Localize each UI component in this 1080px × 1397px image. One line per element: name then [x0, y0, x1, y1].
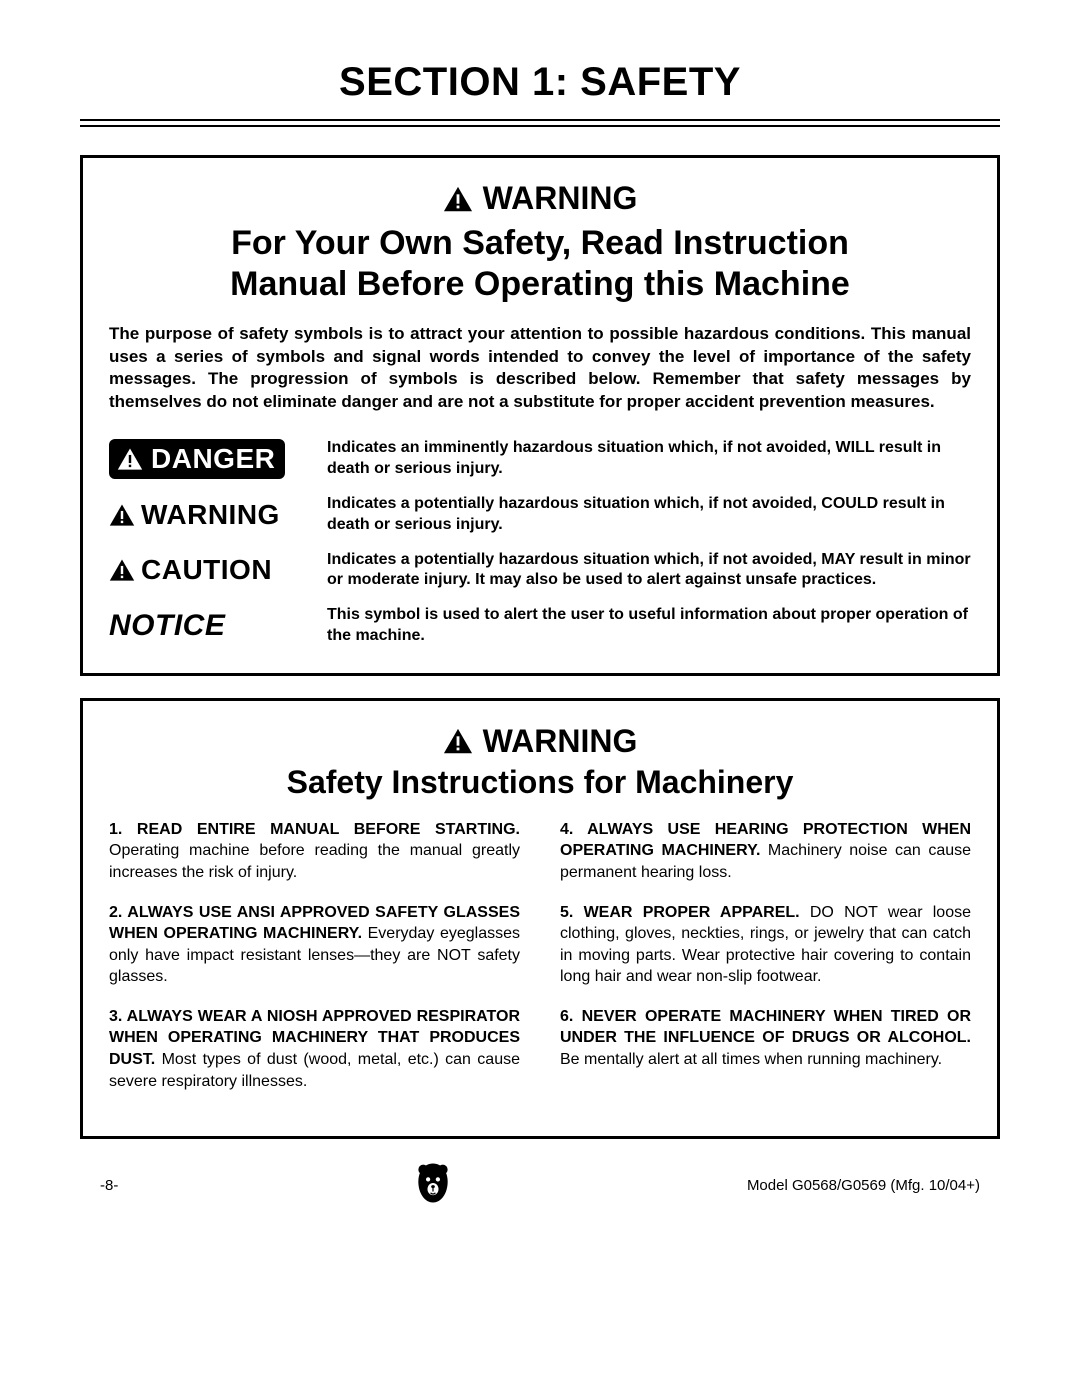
warning-text: WARNING [141, 499, 280, 531]
box1-subhead: For Your Own Safety, Read Instruction Ma… [109, 223, 971, 305]
alert-triangle-icon [443, 726, 473, 756]
danger-label-cell: DANGER [109, 439, 309, 479]
symbol-row-caution: CAUTION Indicates a potentially hazardou… [109, 550, 971, 592]
alert-triangle-icon [443, 184, 473, 214]
notice-text: NOTICE [109, 609, 225, 643]
model-footer: Model G0568/G0569 (Mfg. 10/04+) [747, 1177, 980, 1194]
instruction-item: 5. WEAR PROPER APPAREL. DO NOT wear loos… [560, 902, 971, 988]
instruction-lead: 6. NEVER OPERATE MACHINERY WHEN TIRED OR… [560, 1008, 971, 1047]
caution-inline-label: CAUTION [109, 554, 272, 586]
intro-paragraph: The purpose of safety symbols is to attr… [109, 323, 971, 415]
warning-desc: Indicates a potentially hazardous situat… [327, 494, 971, 536]
section-title: SECTION 1: SAFETY [80, 60, 1000, 105]
instruction-body: Most types of dust (wood, metal, etc.) c… [109, 1051, 520, 1090]
instruction-item: 6. NEVER OPERATE MACHINERY WHEN TIRED OR… [560, 1006, 971, 1071]
instruction-body: Operating machine before reading the man… [109, 842, 520, 881]
page-number: -8- [100, 1177, 118, 1194]
safety-intro-box: WARNING For Your Own Safety, Read Instru… [80, 155, 1000, 676]
alert-triangle-icon [109, 557, 135, 583]
alert-triangle-icon [117, 446, 143, 472]
footer-logo [413, 1161, 453, 1209]
caution-desc: Indicates a potentially hazardous situat… [327, 550, 971, 592]
page-footer: -8- Model G0568/G0569 (Mfg. 10/04+) [80, 1161, 1000, 1209]
danger-text: DANGER [151, 443, 275, 475]
warning-label-2: WARNING [483, 723, 638, 760]
subhead-line1: For Your Own Safety, Read Instruction [231, 224, 849, 262]
box2-subhead: Safety Instructions for Machinery [109, 764, 971, 801]
left-column: 1. READ ENTIRE MANUAL BEFORE STARTING. O… [109, 819, 520, 1111]
notice-label-cell: NOTICE [109, 609, 309, 643]
warning-label: WARNING [483, 180, 638, 217]
symbol-row-warning: WARNING Indicates a potentially hazardou… [109, 494, 971, 536]
symbol-row-danger: DANGER Indicates an imminently hazardous… [109, 438, 971, 480]
subhead-line2: Manual Before Operating this Machine [230, 265, 850, 303]
instruction-item: 4. ALWAYS USE HEARING PROTECTION WHEN OP… [560, 819, 971, 884]
warning-label-cell: WARNING [109, 499, 309, 531]
title-divider [80, 119, 1000, 127]
caution-label-cell: CAUTION [109, 554, 309, 586]
safety-instructions-box: WARNING Safety Instructions for Machiner… [80, 698, 1000, 1140]
instruction-lead: 5. WEAR PROPER APPAREL. [560, 904, 800, 921]
notice-desc: This symbol is used to alert the user to… [327, 605, 971, 647]
warning-header-2: WARNING [109, 723, 971, 760]
warning-inline-label: WARNING [109, 499, 280, 531]
warning-header: WARNING [109, 180, 971, 217]
symbol-row-notice: NOTICE This symbol is used to alert the … [109, 605, 971, 647]
instruction-body: Be mentally alert at all times when runn… [560, 1051, 942, 1068]
instruction-item: 2. ALWAYS USE ANSI APPROVED SAFETY GLASS… [109, 902, 520, 988]
instruction-item: 3. ALWAYS WEAR A NIOSH APPROVED RESPIRAT… [109, 1006, 520, 1092]
instruction-columns: 1. READ ENTIRE MANUAL BEFORE STARTING. O… [109, 819, 971, 1111]
instruction-item: 1. READ ENTIRE MANUAL BEFORE STARTING. O… [109, 819, 520, 884]
instruction-lead: 1. READ ENTIRE MANUAL BEFORE STARTING. [109, 821, 520, 838]
danger-desc: Indicates an imminently hazardous situat… [327, 438, 971, 480]
caution-text: CAUTION [141, 554, 272, 586]
page: SECTION 1: SAFETY WARNING For Your Own S… [0, 0, 1080, 1249]
alert-triangle-icon [109, 502, 135, 528]
danger-badge: DANGER [109, 439, 285, 479]
right-column: 4. ALWAYS USE HEARING PROTECTION WHEN OP… [560, 819, 971, 1111]
bear-logo-icon [413, 1161, 453, 1205]
